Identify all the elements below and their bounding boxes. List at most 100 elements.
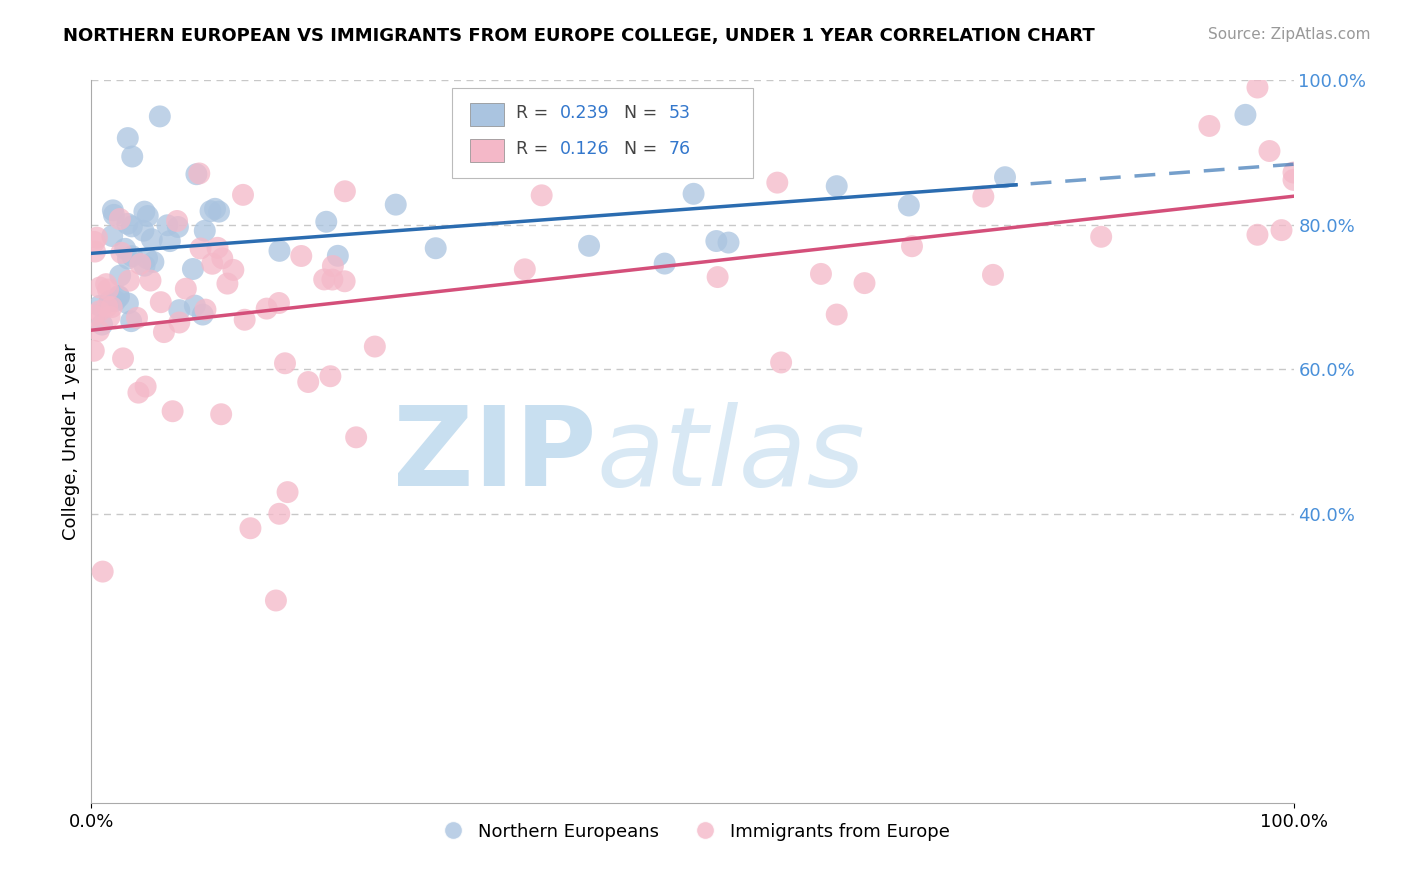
Point (217, 277, 239, 291)
Point (104, 293, 127, 308)
Point (96, 300, 118, 314)
Point (184, 299, 207, 313)
Point (186, 167, 208, 181)
Text: 0.239: 0.239 (560, 103, 610, 122)
Point (981, 268, 1004, 282)
Text: N =: N = (624, 103, 657, 122)
Point (290, 249, 312, 263)
Point (200, 204, 222, 219)
Point (344, 430, 367, 444)
Text: Source: ZipAtlas.com: Source: ZipAtlas.com (1208, 27, 1371, 42)
Point (1282, 173, 1305, 187)
Point (267, 296, 290, 310)
Point (134, 204, 156, 219)
Text: 53: 53 (668, 103, 690, 122)
Point (994, 170, 1017, 185)
Point (211, 252, 233, 266)
Point (222, 263, 245, 277)
Point (103, 208, 125, 222)
Point (191, 308, 214, 322)
Point (654, 257, 676, 271)
Point (112, 351, 135, 366)
Point (107, 289, 129, 303)
Point (269, 244, 291, 258)
Point (194, 302, 217, 317)
Point (162, 404, 184, 418)
Point (319, 369, 342, 384)
Point (174, 282, 197, 296)
Point (108, 212, 131, 227)
Point (770, 355, 793, 369)
Point (256, 301, 278, 316)
Point (1270, 223, 1292, 237)
Point (139, 274, 162, 288)
FancyBboxPatch shape (470, 139, 503, 162)
Point (153, 325, 176, 339)
Point (274, 356, 297, 370)
Point (118, 274, 141, 288)
Point (209, 407, 232, 421)
Point (167, 219, 190, 234)
Point (364, 340, 387, 354)
Text: NORTHERN EUROPEAN VS IMMIGRANTS FROM EUROPE COLLEGE, UNDER 1 YEAR CORRELATION CH: NORTHERN EUROPEAN VS IMMIGRANTS FROM EUR… (63, 27, 1095, 45)
Point (83, 343, 105, 358)
Point (897, 198, 920, 212)
Point (94, 277, 117, 292)
Point (91, 318, 114, 332)
Point (149, 110, 172, 124)
Point (169, 316, 191, 330)
Point (297, 375, 319, 389)
Point (704, 234, 727, 248)
Point (425, 241, 447, 255)
Point (1198, 119, 1220, 133)
Point (117, 217, 139, 231)
Point (1246, 80, 1268, 95)
Point (1234, 108, 1257, 122)
Text: 76: 76 (668, 140, 690, 158)
Point (264, 593, 287, 607)
Point (810, 267, 832, 281)
Point (89, 304, 111, 318)
Point (121, 149, 143, 163)
Point (204, 202, 226, 216)
Point (121, 249, 143, 263)
Point (706, 270, 728, 285)
Point (232, 187, 254, 202)
Point (156, 219, 179, 233)
Point (87, 324, 110, 338)
Point (208, 204, 231, 219)
Point (207, 241, 229, 255)
Point (108, 268, 131, 283)
Point (110, 245, 132, 260)
Point (136, 252, 159, 266)
Point (513, 262, 536, 277)
Point (121, 219, 143, 234)
Point (89, 280, 111, 294)
Point (188, 166, 211, 180)
Point (201, 257, 224, 271)
Point (127, 385, 149, 400)
Point (169, 303, 191, 318)
Point (89, 299, 111, 313)
Point (269, 507, 291, 521)
Point (86, 230, 108, 244)
Point (1258, 144, 1281, 158)
Point (84, 244, 107, 259)
Point (1246, 227, 1268, 242)
Point (315, 215, 337, 229)
Point (166, 214, 188, 228)
Point (125, 310, 148, 325)
Point (326, 249, 349, 263)
Point (114, 242, 136, 256)
Point (97, 283, 120, 297)
Point (766, 176, 789, 190)
Point (1282, 165, 1305, 179)
Point (136, 209, 159, 223)
Point (239, 521, 262, 535)
Point (159, 234, 181, 248)
Point (322, 259, 344, 273)
Text: R =: R = (516, 140, 548, 158)
Point (825, 308, 848, 322)
Point (135, 379, 157, 393)
Point (321, 272, 343, 286)
